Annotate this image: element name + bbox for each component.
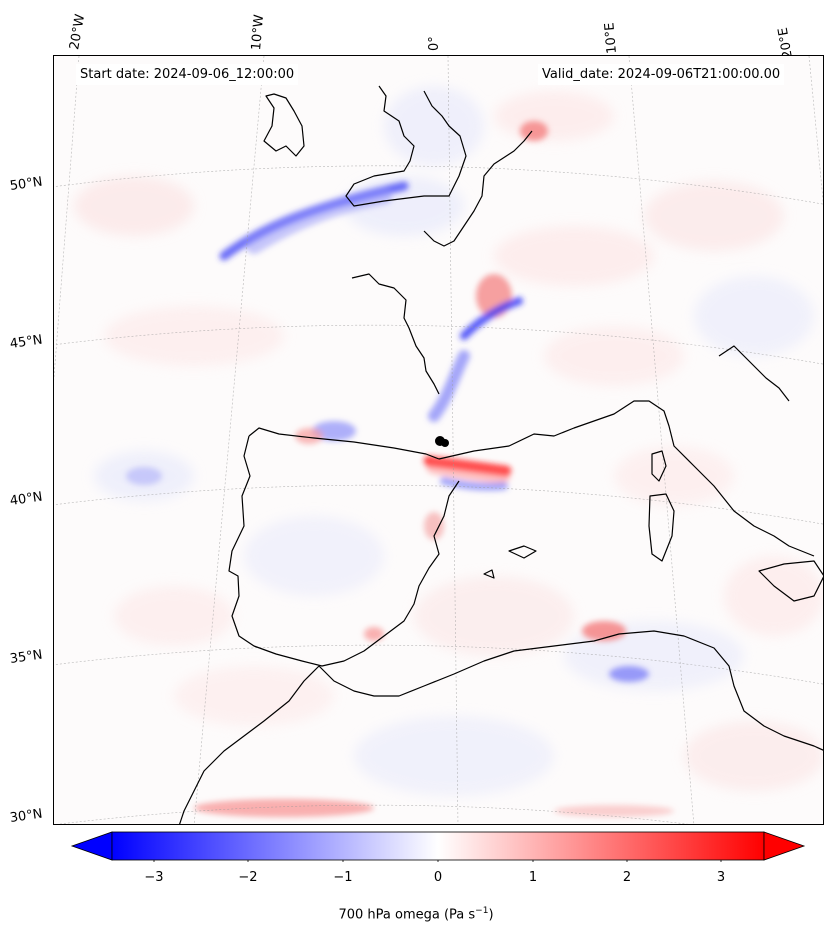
lat-label-35n: 35°N <box>8 647 44 667</box>
omega-field-map <box>54 56 823 824</box>
lat-label-50n: 50°N <box>8 174 44 194</box>
coastlines <box>179 85 823 824</box>
lon-label-0: 0° <box>427 36 442 51</box>
valid-date-label: Valid_date: 2024-09-06T21:00:00.00 <box>538 64 785 85</box>
colorbar-label: 700 hPa omega (Pa s−1) <box>338 906 494 923</box>
field-strong-features <box>126 121 674 817</box>
colorbar-tick-label: 0 <box>433 870 443 885</box>
colorbar-tick-label: −2 <box>238 870 258 885</box>
lat-label-30n: 30°N <box>8 806 44 826</box>
map-panel <box>53 55 824 825</box>
colorbar-tick-label: 1 <box>528 870 538 885</box>
start-date-label: Start date: 2024-09-06_12:00:00 <box>76 64 299 85</box>
colorbar-tick-label: −3 <box>144 870 164 885</box>
field-background-patches <box>74 86 823 796</box>
lon-label-10e: 10°E <box>602 21 620 55</box>
lon-label-10w: 10°W <box>249 13 268 51</box>
lon-label-20w: 20°W <box>67 13 89 52</box>
lat-label-45n: 45°N <box>8 332 44 352</box>
colorbar-tick-label: 3 <box>716 870 726 885</box>
colorbar-tick-marks <box>153 860 722 862</box>
colorbar-tick-label: −1 <box>333 870 353 885</box>
colorbar-tick-label: 2 <box>622 870 632 885</box>
graticule <box>54 56 823 824</box>
station-marker <box>435 436 449 447</box>
colorbar-extend-min <box>70 831 113 861</box>
lat-label-40n: 40°N <box>8 489 44 509</box>
colorbar-gradient <box>111 831 765 861</box>
colorbar-extend-max <box>763 831 806 861</box>
colorbar <box>70 831 806 862</box>
